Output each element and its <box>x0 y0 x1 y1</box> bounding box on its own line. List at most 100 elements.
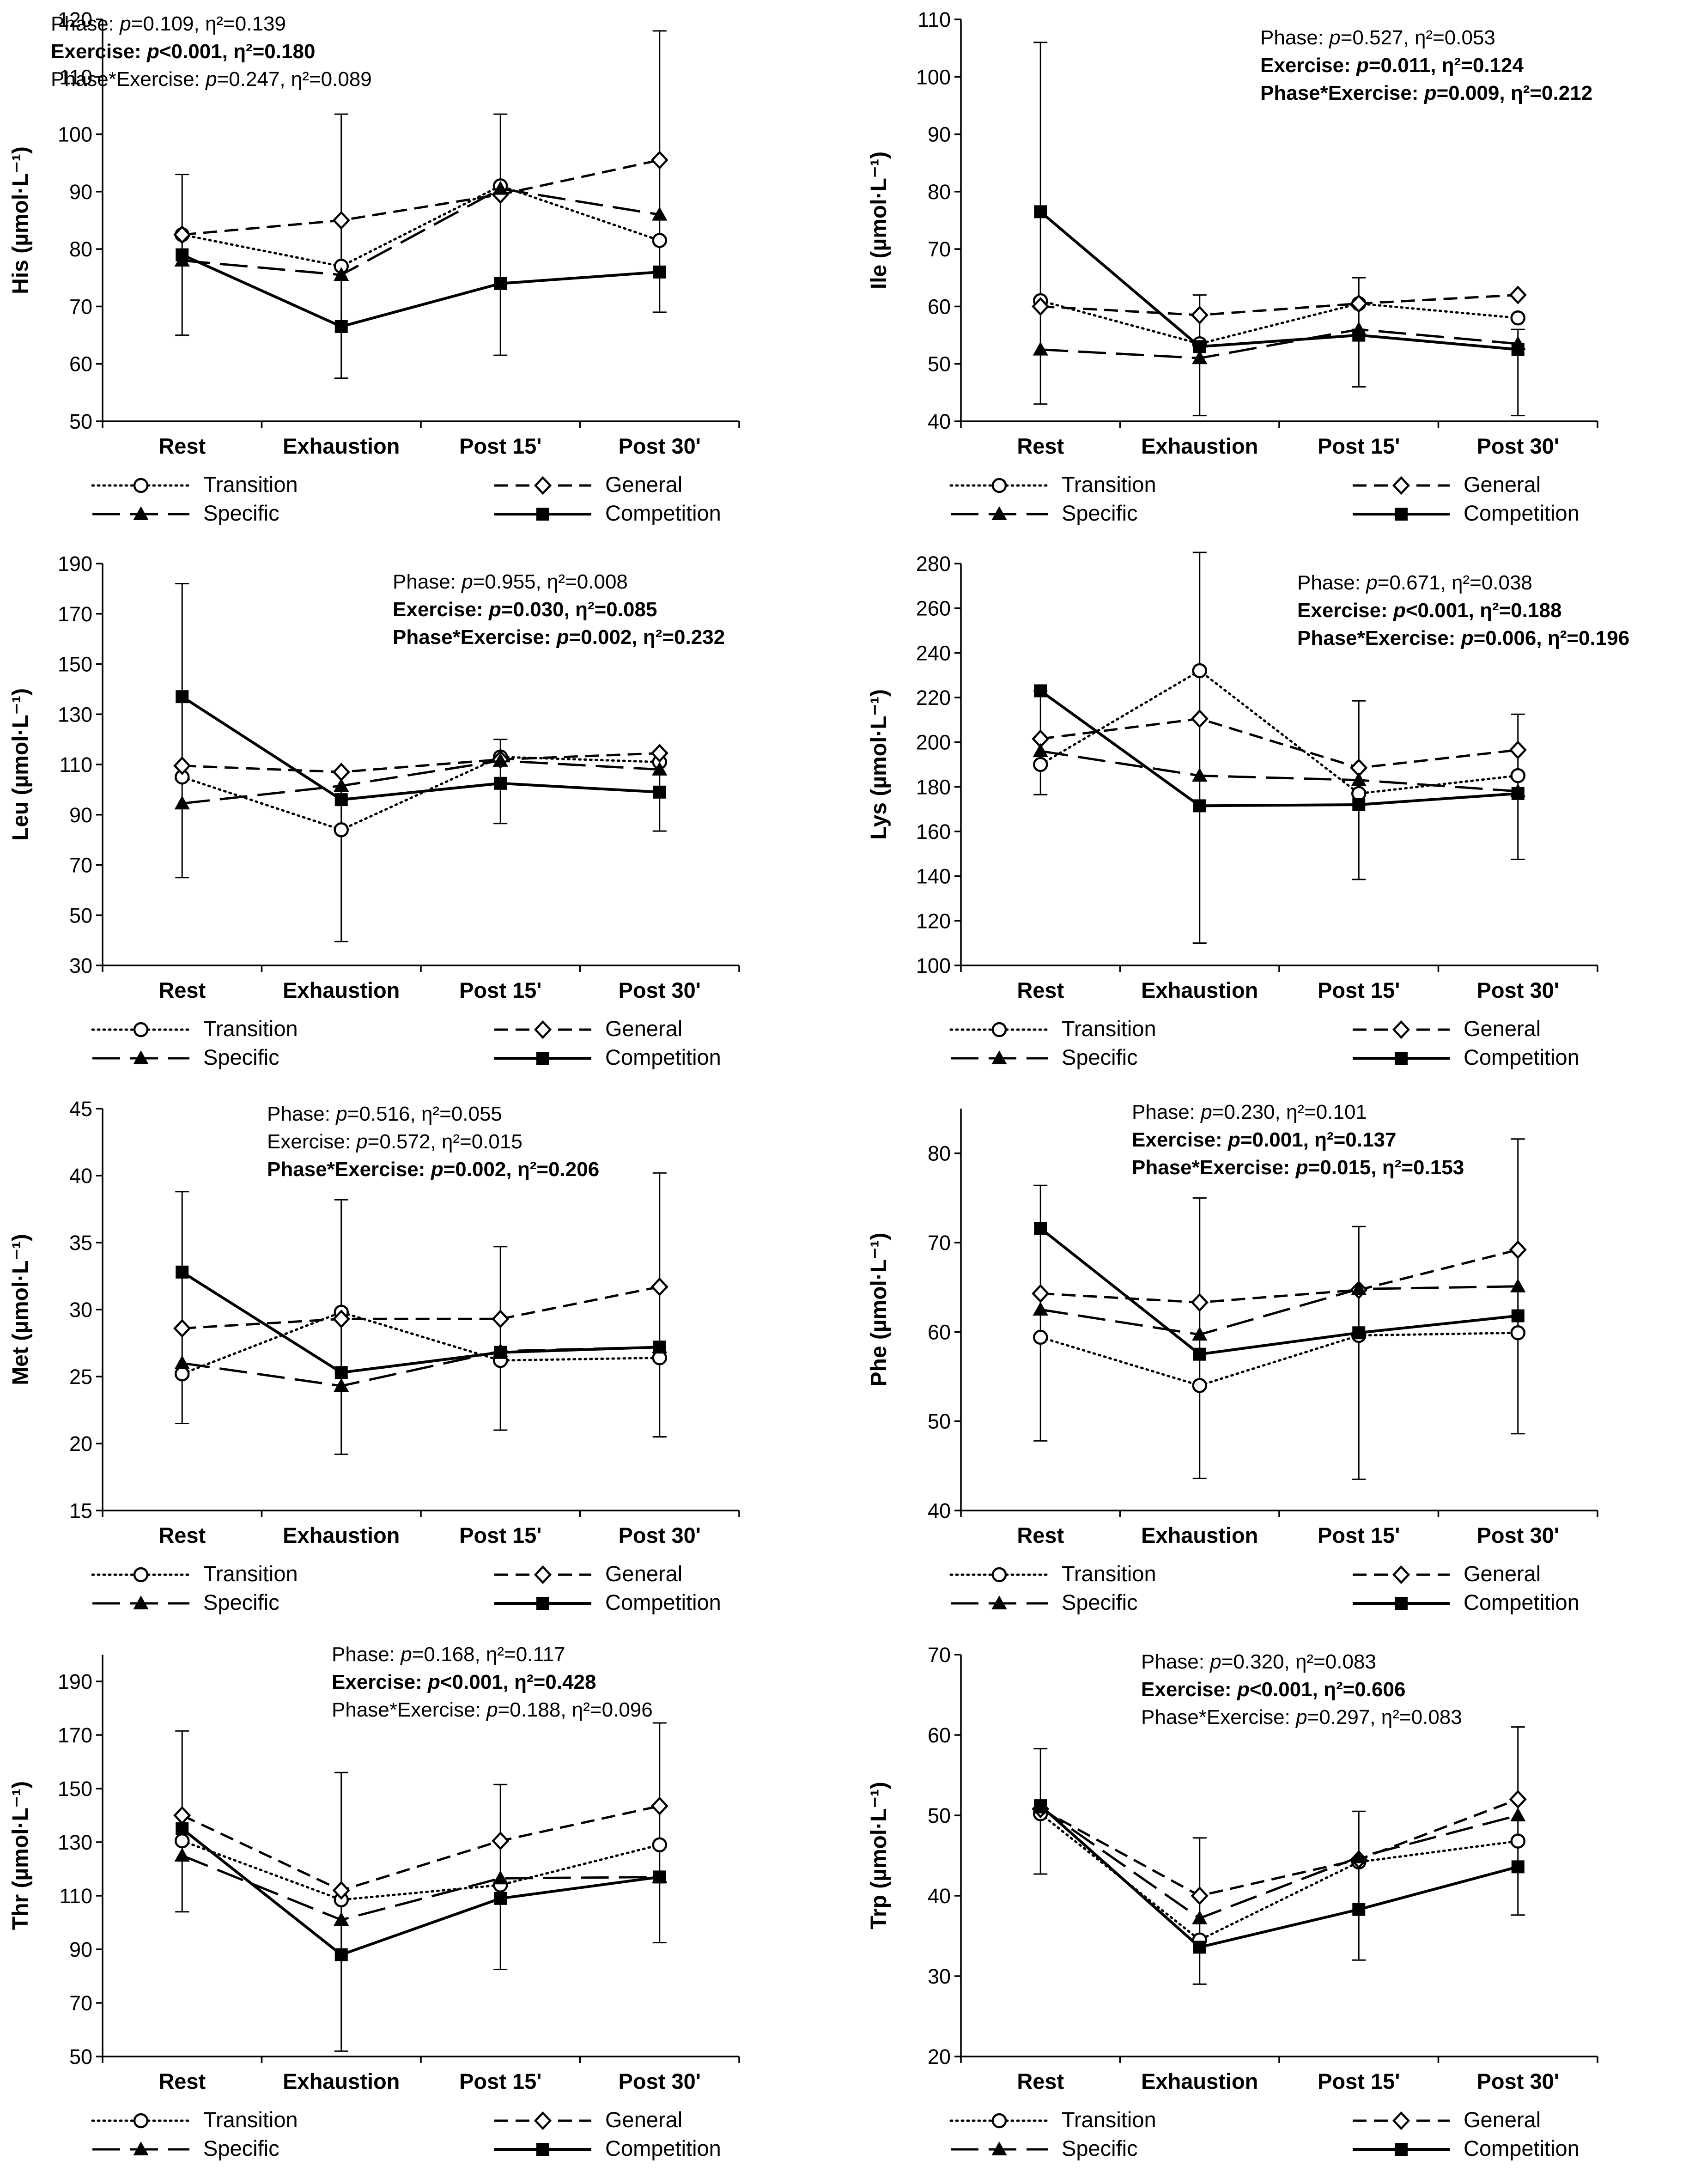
series-line-competition <box>1039 1804 1519 1949</box>
legend-label: General <box>1464 2107 1541 2132</box>
y-tick-label: 120 <box>58 8 92 31</box>
y-tick-label: 280 <box>916 552 951 576</box>
stats-line: Phase: p=0.109, η²=0.139 <box>51 12 286 35</box>
y-tick-label: 100 <box>916 65 951 89</box>
data-point-general <box>650 1796 668 1815</box>
series-line-transition <box>181 184 661 267</box>
data-point-specific <box>174 1355 190 1369</box>
stats-line: Phase: p=0.320, η²=0.083 <box>1141 1650 1376 1673</box>
stats-line: Exercise: p<0.001, η²=0.428 <box>332 1671 596 1693</box>
data-point-competition <box>1034 1222 1047 1235</box>
y-tick-label: 80 <box>69 237 92 261</box>
legend-marker-specific <box>991 1595 1007 1609</box>
data-point-competition <box>176 1265 189 1279</box>
data-point-competition <box>176 248 189 261</box>
data-point-transition <box>1510 1325 1525 1341</box>
legend-marker-competition <box>536 1052 549 1065</box>
legend-marker-specific <box>133 1050 149 1064</box>
y-tick-label: 170 <box>58 1723 92 1747</box>
chart-svg: 50 60 70 80 90 100 110 120 Rest Exhaustion Post 15… <box>8 8 740 525</box>
data-point-general <box>1509 1790 1527 1809</box>
y-tick-label: 70 <box>69 854 92 877</box>
x-category-label: Post 30' <box>619 2069 701 2093</box>
legend-marker-competition <box>536 2143 549 2156</box>
y-axis-title: Met (µmol·L⁻¹) <box>8 1234 33 1385</box>
y-axis-title: Lys (µmol·L⁻¹) <box>867 689 891 840</box>
series-line-competition <box>1039 690 1518 807</box>
data-point-general <box>173 1806 191 1825</box>
x-category-label: Post 30' <box>619 434 701 458</box>
stats-line: Exercise: p<0.001, η²=0.180 <box>51 40 315 63</box>
data-point-transition <box>175 1833 190 1849</box>
data-point-specific <box>1033 1301 1048 1316</box>
data-point-transition <box>1510 310 1525 326</box>
chart-panel: 15 20 25 30 35 40 45 Rest Exhaustion Post 15' Post… <box>0 1089 836 1632</box>
y-tick-label: 40 <box>928 1884 951 1908</box>
data-point-general <box>1191 305 1209 325</box>
series-line-general <box>1040 1249 1519 1304</box>
legend-marker-competition <box>1395 1052 1408 1065</box>
y-tick-label: 140 <box>916 865 951 888</box>
series-line-general <box>182 752 660 773</box>
y-tick-label: 130 <box>58 1831 92 1854</box>
stats-line: Exercise: p=0.030, η²=0.085 <box>393 598 657 621</box>
x-category-label: Exhaustion <box>1141 978 1258 1002</box>
stats-line: Phase: p=0.516, η²=0.055 <box>267 1103 502 1125</box>
y-tick-label: 190 <box>58 552 92 576</box>
stats-line: Exercise: p<0.001, η²=0.188 <box>1297 599 1561 622</box>
y-tick-label: 40 <box>928 410 951 433</box>
data-point-specific <box>334 1378 349 1392</box>
y-tick-label: 90 <box>928 123 951 146</box>
y-axis-title: His (µmol·L⁻¹) <box>8 146 33 294</box>
y-tick-label: 110 <box>59 1884 92 1908</box>
stats-line: Exercise: p<0.001, η²=0.606 <box>1141 1678 1405 1701</box>
x-category-label: Post 15' <box>459 978 541 1002</box>
legend-label: Specific <box>1062 1045 1138 1069</box>
data-point-specific <box>174 1847 190 1862</box>
data-point-specific <box>1192 350 1208 364</box>
data-point-competition <box>334 1948 348 1961</box>
stats-line: Phase: p=0.168, η²=0.117 <box>332 1643 565 1666</box>
legend-label: General <box>605 1561 682 1586</box>
data-point-transition <box>1510 768 1525 783</box>
stats-line: Phase: p=0.527, η²=0.053 <box>1260 26 1495 49</box>
series-line-competition <box>181 1827 660 1956</box>
y-tick-label: 80 <box>928 180 951 204</box>
legend-label: Transition <box>203 1561 298 1586</box>
y-tick-label: 60 <box>928 1723 951 1747</box>
data-point-specific <box>1192 1327 1208 1341</box>
y-tick-label: 60 <box>928 295 951 318</box>
chart-svg: 40 50 60 70 80 Rest Exhaustion Post 15' Post 30'… <box>867 1101 1598 1614</box>
legend-label: Transition <box>1062 472 1156 497</box>
legend-marker-general <box>534 1565 552 1584</box>
x-category-label: Post 15' <box>459 1523 541 1547</box>
data-point-competition <box>1511 1309 1525 1323</box>
legend-marker-specific <box>133 2141 149 2155</box>
legend-label: Competition <box>605 501 721 525</box>
series-line-competition <box>181 695 660 801</box>
chart-panel: 40 50 60 70 80 90 100 110 Rest Exhaustion Post 15'… <box>858 0 1695 543</box>
series-line-transition <box>181 1311 661 1375</box>
x-category-label: Post 30' <box>1477 978 1559 1002</box>
chart-svg: 40 50 60 70 80 90 100 110 Rest Exhaustion Post 15'… <box>867 8 1598 525</box>
series-line-competition <box>1039 211 1519 351</box>
legend-marker-general <box>534 2111 552 2130</box>
data-point-general <box>332 1881 350 1900</box>
data-point-competition <box>1193 1941 1206 1954</box>
chart-panel: 50 70 90 110 130 150 170 190 Rest Exhaustion Post … <box>0 1635 836 2178</box>
data-point-general <box>1191 1293 1209 1312</box>
data-point-competition <box>1352 1903 1366 1916</box>
x-category-label: Exhaustion <box>1141 1523 1258 1547</box>
data-point-competition <box>1352 328 1366 342</box>
data-point-specific <box>174 795 190 810</box>
y-tick-label: 70 <box>69 1991 92 2015</box>
y-tick-label: 30 <box>69 1298 92 1322</box>
y-tick-label: 50 <box>69 904 92 927</box>
series-line-specific <box>1040 1285 1518 1336</box>
x-category-label: Post 15' <box>1318 434 1400 458</box>
legend-label: Competition <box>605 2136 721 2160</box>
x-category-label: Exhaustion <box>1141 434 1258 458</box>
legend-label: Competition <box>1464 501 1579 525</box>
data-point-competition <box>653 265 666 279</box>
y-tick-label: 130 <box>58 703 92 726</box>
